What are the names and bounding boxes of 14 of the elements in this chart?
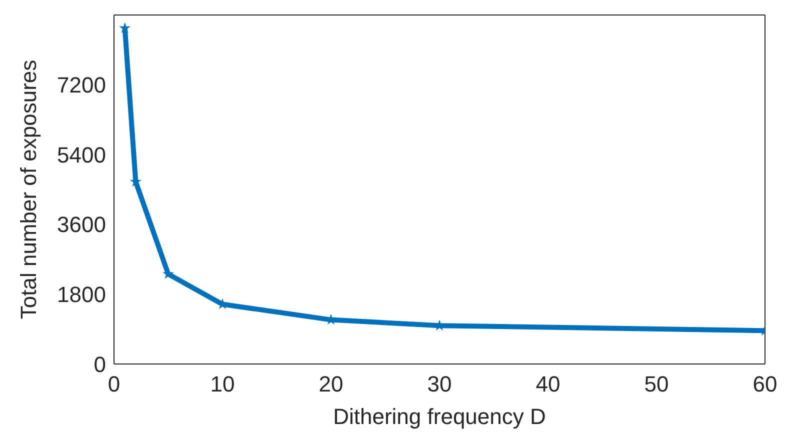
y-tick-label: 1800 bbox=[57, 282, 106, 308]
y-tick-label: 5400 bbox=[57, 142, 106, 168]
x-axis-title: Dithering frequency D bbox=[333, 404, 546, 429]
x-tick-label: 60 bbox=[752, 372, 778, 397]
x-tick-label: 20 bbox=[318, 372, 344, 397]
y-axis-title: Total number of exposures bbox=[16, 60, 41, 320]
point bbox=[119, 22, 131, 34]
y-tick-label: 0 bbox=[94, 352, 106, 377]
y-tick-label: 7200 bbox=[57, 72, 106, 98]
x-tick-label: 50 bbox=[644, 372, 669, 397]
y-tick-label: 3600 bbox=[57, 212, 106, 238]
x-tick-label: 30 bbox=[427, 372, 452, 397]
x-tick-label: 40 bbox=[536, 372, 560, 397]
x-tick-label: 10 bbox=[210, 372, 235, 397]
